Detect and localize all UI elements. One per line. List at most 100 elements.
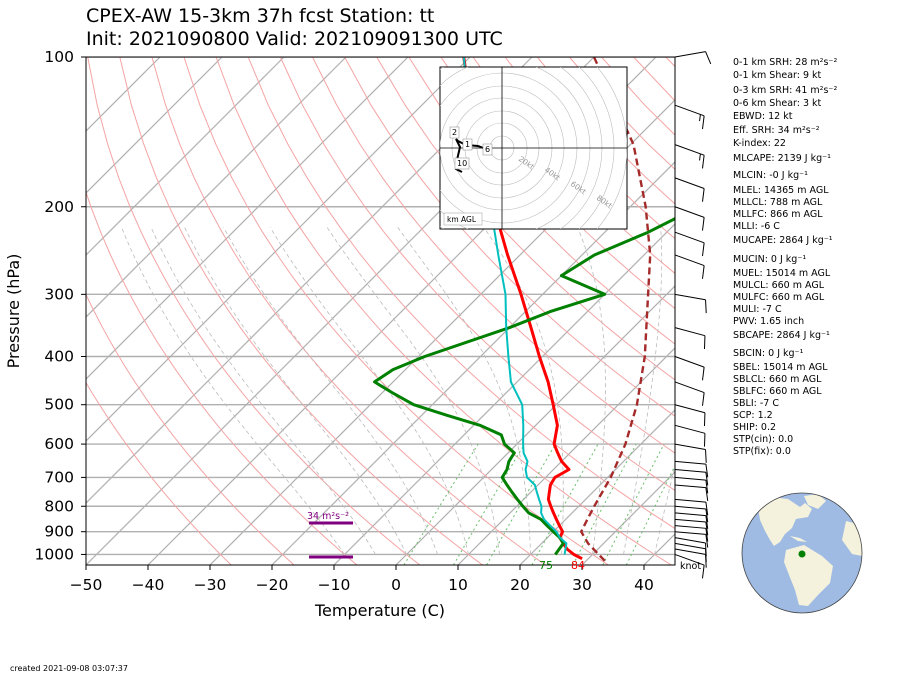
moist-adiabat — [150, 227, 376, 555]
stat-line: MLLFC: 866 m AGL — [733, 209, 823, 220]
x-axis-label: Temperature (C) — [314, 601, 445, 620]
moist-adiabat — [326, 227, 500, 555]
wind-barb — [674, 404, 706, 427]
dry-adiabat — [151, 57, 546, 565]
dry-adiabat — [86, 381, 232, 565]
surface-dewpoint-label: 75 — [539, 559, 553, 572]
dry-adiabat — [376, 57, 675, 381]
isotherm — [86, 57, 409, 380]
hodograph-label-2km: 2 — [452, 128, 457, 137]
plot-frame — [85, 56, 676, 566]
x-tick-label: −20 — [256, 576, 289, 594]
globe-north-america — [757, 497, 812, 546]
wind-barb — [674, 254, 705, 279]
dry-adiabat — [312, 57, 675, 454]
mixing-ratio-line — [403, 443, 479, 565]
y-tick-label: 800 — [44, 497, 74, 515]
stat-line: PWV: 1.65 inch — [733, 316, 805, 327]
dry-adiabat — [119, 57, 483, 565]
moist-adiabat — [269, 227, 469, 555]
stat-line: 0-3 km SRH: 41 m²s⁻² — [733, 85, 838, 96]
isotherm — [395, 285, 675, 565]
wind-barb — [674, 231, 705, 257]
stat-line: MLCIN: -0 J kg⁻¹ — [733, 170, 808, 181]
x-tick-label: −10 — [318, 576, 351, 594]
y-tick-label: 200 — [44, 198, 74, 216]
wind-barb — [674, 518, 709, 536]
wind-barb — [674, 537, 707, 557]
stat-line: MULFC: 660 m AGL — [733, 292, 825, 303]
dry-adiabat — [440, 57, 675, 310]
surface-temperature-label: 84 — [571, 559, 585, 572]
y-tick-label: 900 — [44, 523, 74, 541]
wind-barb — [674, 177, 705, 202]
isotherm — [86, 57, 161, 132]
dry-adiabat — [183, 57, 609, 565]
wind-barb — [674, 424, 706, 447]
stat-line: MLLCL: 788 m AGL — [733, 197, 823, 208]
x-tick-label: −40 — [132, 576, 165, 594]
wind-barb — [674, 460, 709, 478]
moist-adiabat — [577, 227, 606, 555]
stat-line: MLEL: 14365 m AGL — [733, 185, 829, 196]
wind-barb — [674, 293, 707, 314]
y-tick-label: 600 — [44, 435, 74, 453]
y-tick-label: 500 — [44, 396, 74, 414]
wind-barb — [674, 553, 705, 579]
temperature-profile — [462, 57, 583, 561]
stat-line: MUCIN: 0 J kg⁻¹ — [733, 254, 807, 265]
mixing-ratio-line — [602, 443, 665, 565]
wind-barb — [674, 51, 712, 65]
wind-barb — [674, 476, 709, 494]
wetbulb-profile — [462, 57, 568, 555]
wind-barb — [674, 327, 706, 350]
isotherm — [457, 347, 675, 565]
stat-line: MUEL: 15014 m AGL — [733, 268, 831, 279]
x-tick-label: 20 — [510, 576, 530, 594]
background-grid — [86, 57, 675, 565]
station-marker — [798, 550, 806, 558]
isotherm — [86, 57, 285, 256]
wind-barb — [674, 531, 709, 548]
wind-barb — [674, 443, 707, 463]
hodograph-agl-label: km AGL — [447, 215, 477, 224]
wind-barb — [674, 484, 709, 501]
dry-adiabat — [279, 57, 675, 492]
wind-barb — [674, 469, 709, 486]
stat-line: K-index: 22 — [733, 138, 786, 149]
stat-line: MULCL: 660 m AGL — [733, 280, 825, 291]
y-tick-label: 700 — [44, 468, 74, 486]
wind-barb — [674, 144, 705, 169]
stat-line: SBLCL: 660 m AGL — [733, 374, 822, 385]
stat-line: STP(cin): 0.0 — [733, 434, 794, 445]
globe-locator — [741, 492, 863, 614]
isotherm — [86, 57, 347, 318]
dewpoint-profile — [373, 216, 675, 556]
parcel-profile — [580, 57, 652, 562]
dry-adiabat — [87, 57, 421, 565]
dry-adiabat — [408, 57, 675, 345]
stat-line: MLLI: -6 C — [733, 221, 780, 232]
effective-srh-label: 34 m²s⁻² — [307, 511, 349, 522]
wind-barbs — [674, 51, 712, 579]
stat-line: SBCIN: 0 J kg⁻¹ — [733, 348, 804, 359]
moist-adiabat — [654, 463, 675, 555]
moist-adiabat — [397, 227, 531, 555]
hodograph-height-labels: 2 1 6 10 — [449, 126, 493, 170]
globe-greenland — [804, 494, 826, 509]
isotherm — [581, 471, 675, 565]
y-tick-label: 100 — [44, 48, 74, 66]
isotherm — [519, 409, 675, 565]
hodograph-label-10km: 10 — [457, 159, 467, 168]
mixing-ratio-line — [453, 443, 525, 565]
isotherm — [86, 57, 471, 442]
stat-line: SHIP: 0.2 — [733, 422, 777, 433]
moist-adiabat — [184, 227, 407, 555]
profile-series — [373, 57, 675, 562]
dry-adiabat — [344, 57, 675, 417]
wind-barb — [674, 542, 707, 563]
stat-line: Eff. SRH: 34 m²s⁻² — [733, 125, 820, 136]
wind-barb — [674, 498, 709, 516]
moist-adiabat — [483, 227, 564, 555]
